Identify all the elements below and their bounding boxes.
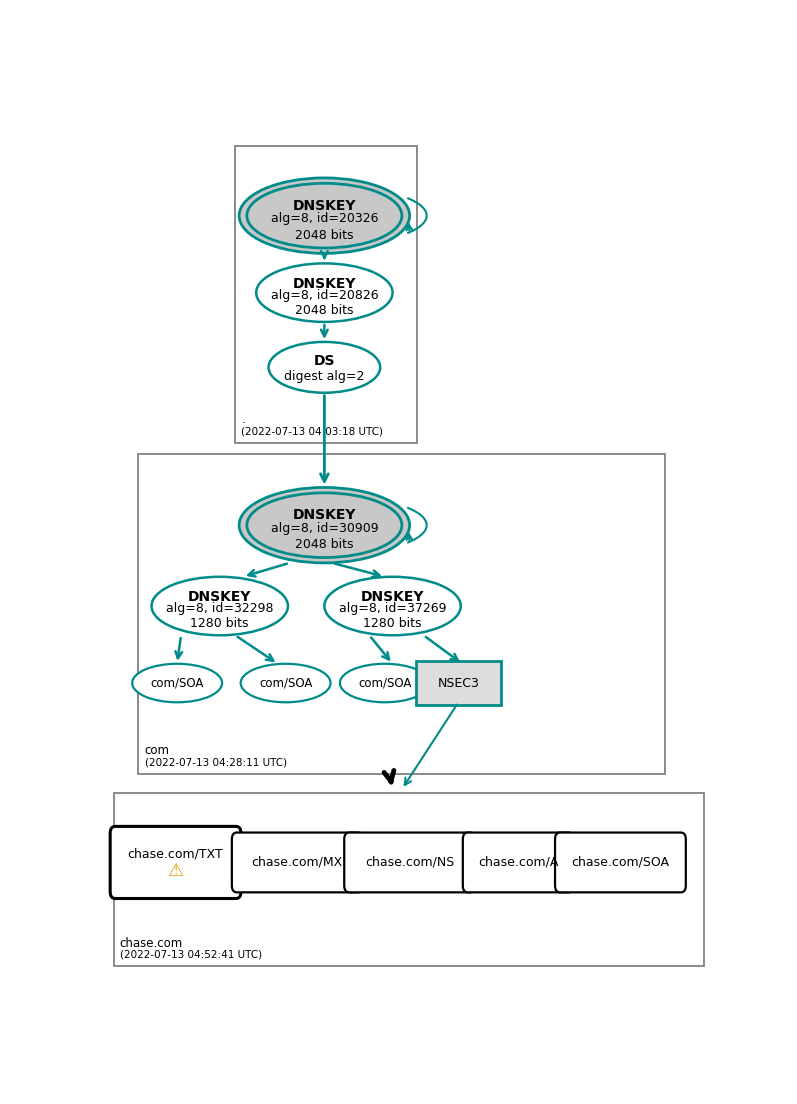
Text: .: . xyxy=(241,413,245,426)
Text: chase.com/A: chase.com/A xyxy=(478,856,559,869)
Ellipse shape xyxy=(269,342,380,393)
FancyBboxPatch shape xyxy=(114,793,704,966)
Text: 1280 bits: 1280 bits xyxy=(363,617,422,630)
Ellipse shape xyxy=(256,264,393,322)
Text: chase.com/MX: chase.com/MX xyxy=(252,856,343,869)
Text: (2022-07-13 04:52:41 UTC): (2022-07-13 04:52:41 UTC) xyxy=(120,949,262,959)
Ellipse shape xyxy=(247,183,402,248)
Ellipse shape xyxy=(239,178,410,254)
Text: digest alg=2: digest alg=2 xyxy=(285,370,364,383)
FancyBboxPatch shape xyxy=(463,832,573,892)
Text: com/SOA: com/SOA xyxy=(259,677,312,690)
Ellipse shape xyxy=(239,488,410,563)
Text: (2022-07-13 04:28:11 UTC): (2022-07-13 04:28:11 UTC) xyxy=(144,757,287,767)
Text: com/SOA: com/SOA xyxy=(358,677,411,690)
Text: DNSKEY: DNSKEY xyxy=(292,277,356,290)
Text: alg=8, id=20826: alg=8, id=20826 xyxy=(270,289,379,302)
FancyBboxPatch shape xyxy=(555,832,685,892)
Ellipse shape xyxy=(340,664,430,702)
Text: chase.com/TXT: chase.com/TXT xyxy=(128,848,223,861)
Text: chase.com/SOA: chase.com/SOA xyxy=(571,856,669,869)
Text: NSEC3: NSEC3 xyxy=(438,677,479,690)
Ellipse shape xyxy=(324,576,461,635)
Text: DNSKEY: DNSKEY xyxy=(188,591,252,604)
Ellipse shape xyxy=(247,492,402,558)
Text: DNSKEY: DNSKEY xyxy=(292,509,356,522)
FancyBboxPatch shape xyxy=(110,827,241,899)
FancyBboxPatch shape xyxy=(416,661,501,704)
Text: alg=8, id=32298: alg=8, id=32298 xyxy=(166,603,273,615)
Text: chase.com/NS: chase.com/NS xyxy=(365,856,454,869)
Text: 2048 bits: 2048 bits xyxy=(295,229,354,242)
Text: ⚠: ⚠ xyxy=(167,861,183,880)
FancyBboxPatch shape xyxy=(139,455,665,774)
Text: alg=8, id=37269: alg=8, id=37269 xyxy=(339,603,446,615)
Text: DNSKEY: DNSKEY xyxy=(292,199,356,213)
Text: chase.com: chase.com xyxy=(120,937,183,949)
Text: DNSKEY: DNSKEY xyxy=(361,591,424,604)
Text: DS: DS xyxy=(314,354,335,368)
Ellipse shape xyxy=(241,664,331,702)
Text: 2048 bits: 2048 bits xyxy=(295,538,354,551)
FancyBboxPatch shape xyxy=(232,832,363,892)
Ellipse shape xyxy=(132,664,222,702)
FancyBboxPatch shape xyxy=(344,832,475,892)
Text: (2022-07-13 04:03:18 UTC): (2022-07-13 04:03:18 UTC) xyxy=(241,426,383,436)
Text: alg=8, id=20326: alg=8, id=20326 xyxy=(271,212,378,225)
Text: com/SOA: com/SOA xyxy=(151,677,204,690)
Text: 2048 bits: 2048 bits xyxy=(295,304,354,317)
FancyBboxPatch shape xyxy=(235,147,418,443)
Text: 1280 bits: 1280 bits xyxy=(190,617,249,630)
Ellipse shape xyxy=(151,576,288,635)
Text: alg=8, id=30909: alg=8, id=30909 xyxy=(270,522,379,535)
Text: com: com xyxy=(144,744,170,757)
